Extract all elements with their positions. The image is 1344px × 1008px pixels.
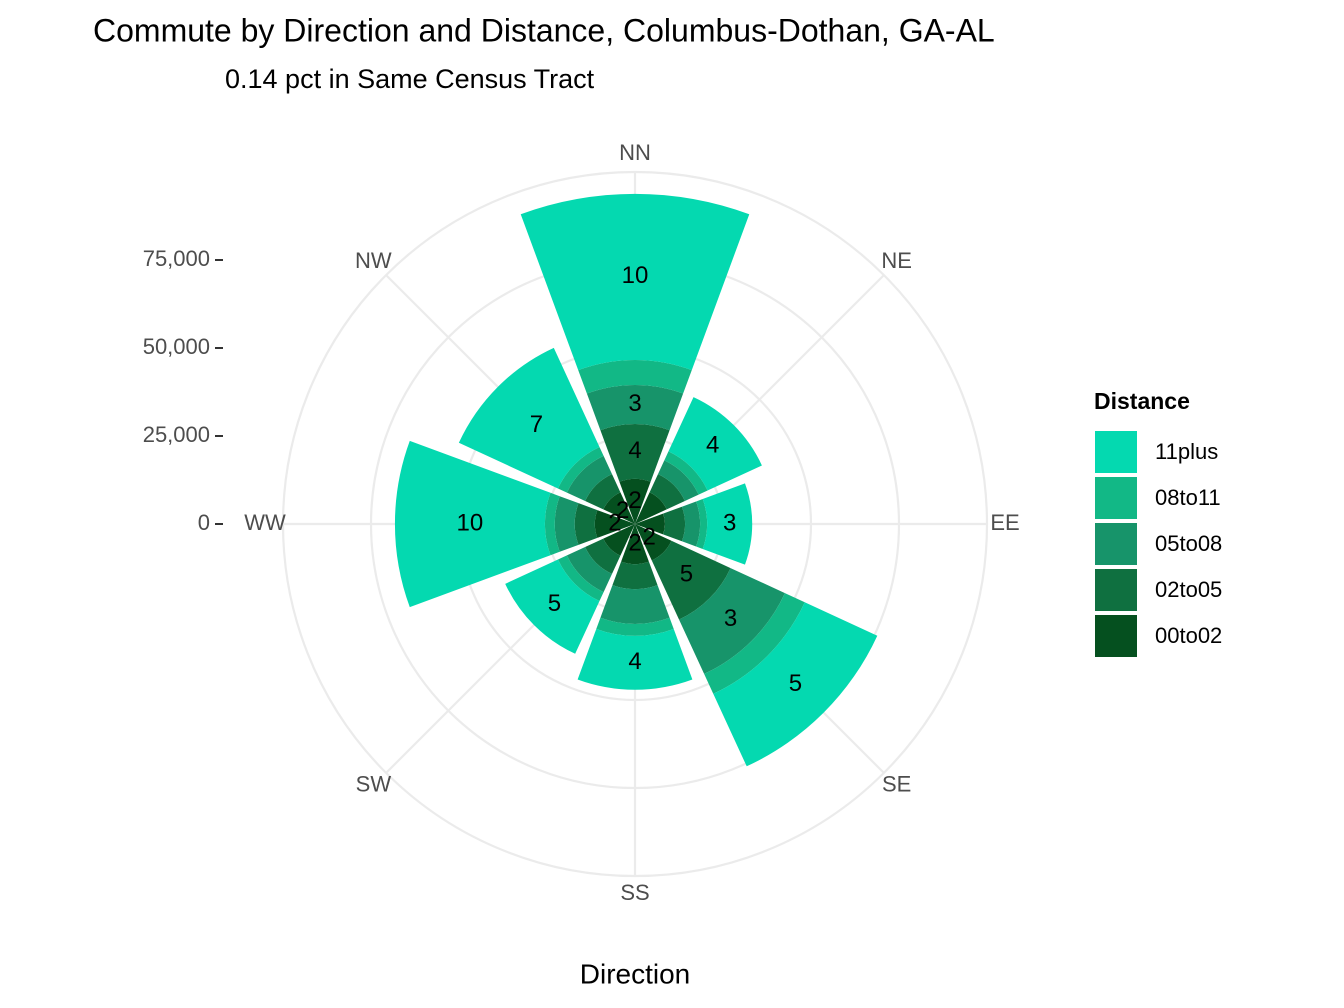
segment-label: 5 [789, 670, 802, 697]
bar-segment [554, 496, 579, 552]
bar-segment [668, 397, 762, 491]
legend-key [1095, 523, 1137, 565]
x-tick-label: NE [881, 248, 912, 273]
segment-label: 2 [628, 529, 641, 556]
legend-key [1095, 431, 1137, 473]
x-tick-label: NN [619, 140, 651, 165]
bar-segment [557, 555, 604, 602]
bar-segment [696, 499, 708, 549]
bar-segment [394, 440, 551, 608]
bar-segment [612, 561, 658, 590]
legend-label: 11plus [1155, 439, 1218, 464]
legend-label: 08to11 [1155, 485, 1221, 510]
legend-label: 02to05 [1155, 577, 1222, 602]
x-tick-label: SW [356, 771, 392, 796]
x-tick-label: EE [990, 510, 1019, 535]
bar-segment [603, 492, 635, 524]
x-axis-title: Direction [580, 958, 690, 989]
segment-label: 4 [628, 437, 641, 464]
segment-label: 4 [706, 432, 719, 459]
bar-segment [649, 474, 685, 510]
legend-key [1095, 477, 1137, 519]
bar-segment [520, 193, 750, 371]
segment-label: 3 [723, 509, 736, 536]
y-tick-label: 25,000 [143, 422, 210, 447]
bar-segment [458, 347, 600, 489]
bar-segment [577, 629, 693, 690]
bar-segment [586, 384, 684, 431]
bar-segment [574, 503, 598, 545]
bar-segment [566, 546, 613, 593]
bar-segment [566, 455, 613, 502]
bar-segment [704, 593, 805, 694]
bar-segment [635, 524, 672, 561]
bar-segment [621, 524, 649, 565]
x-tick-label: NW [355, 248, 392, 273]
bar-segment [505, 559, 600, 654]
legend-label: 00to02 [1155, 623, 1222, 648]
legend-key [1095, 615, 1137, 657]
segment-label: 5 [548, 590, 561, 617]
bar-segment [600, 585, 670, 624]
x-tick-label: WW [244, 510, 286, 535]
bar-segment [603, 524, 635, 556]
segment-label: 2 [616, 497, 629, 524]
bar-segment [651, 540, 731, 620]
x-tick-label: SE [882, 771, 911, 796]
x-tick-label: SS [620, 880, 649, 905]
bar-segment [594, 510, 635, 538]
bar-segment [596, 617, 674, 636]
bar-segment [557, 446, 604, 493]
bar-segment [578, 359, 692, 394]
segment-label: 10 [457, 509, 484, 536]
bar-segment [713, 602, 878, 767]
segment-label: 7 [530, 411, 543, 438]
bar-segment [544, 492, 560, 556]
y-tick-label: 50,000 [143, 334, 210, 359]
bar-segment [635, 513, 665, 535]
bar-segment [702, 483, 753, 565]
y-tick-label: 75,000 [143, 246, 210, 271]
segment-label: 2 [643, 524, 656, 551]
segment-label: 5 [680, 561, 693, 588]
chart-subtitle: 0.14 pct in Same Census Tract [225, 64, 595, 94]
legend-title: Distance [1094, 388, 1190, 414]
segment-label: 3 [724, 605, 737, 632]
bar-segment [664, 451, 708, 495]
bar-segment [663, 506, 685, 542]
bar-segment [585, 538, 621, 574]
bar-segment [635, 492, 667, 524]
segment-label: 10 [622, 262, 649, 289]
bar-segment [657, 460, 699, 502]
segment-label: 2 [628, 487, 641, 514]
bar-segment [681, 501, 701, 547]
segment-label: 2 [608, 509, 621, 536]
legend-key [1095, 569, 1137, 611]
legend-label: 05to08 [1155, 531, 1222, 556]
y-tick-label: 0 [198, 510, 210, 535]
bar-segment [600, 424, 670, 482]
segment-label: 3 [628, 390, 641, 417]
bar-segment [679, 568, 785, 674]
chart-title: Commute by Direction and Distance, Colum… [93, 12, 995, 48]
bar-segment [619, 478, 651, 524]
segment-label: 4 [628, 648, 641, 675]
bar-segment [585, 474, 621, 510]
